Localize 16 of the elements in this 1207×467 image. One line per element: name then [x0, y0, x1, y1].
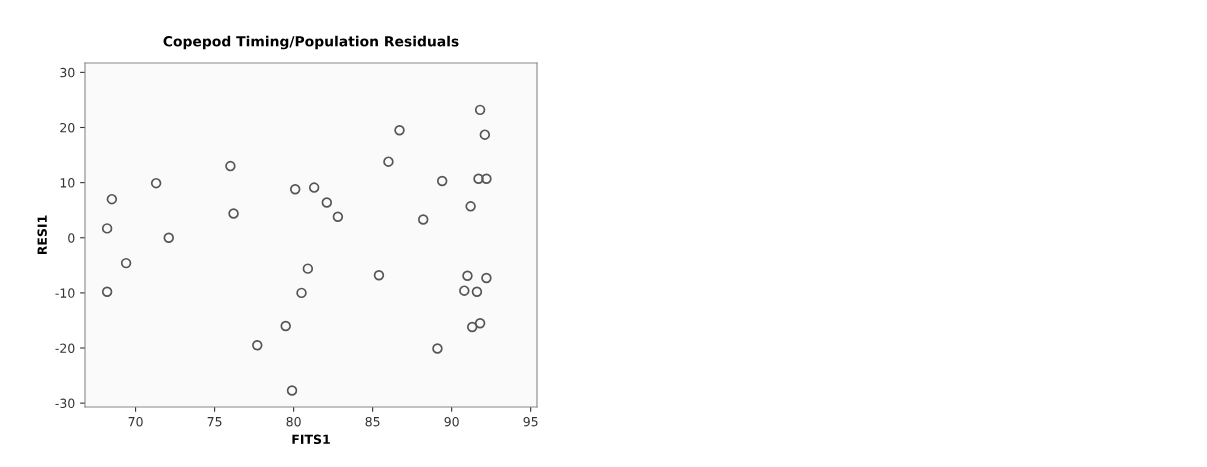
- x-tick-label: 85: [365, 416, 380, 427]
- x-tick-label: 70: [128, 416, 143, 427]
- y-axis-title: RESI1: [37, 215, 47, 255]
- x-axis-title: FITS1: [292, 434, 330, 445]
- y-tick-label: 20: [60, 122, 75, 133]
- chart-title: Copepod Timing/Population Residuals: [163, 35, 459, 50]
- y-tick-label: -30: [55, 398, 75, 409]
- x-tick-label: 95: [523, 416, 538, 427]
- y-tick-label: 10: [60, 178, 75, 188]
- y-tick-label: -20: [55, 343, 75, 353]
- y-tick-label: -10: [55, 288, 75, 298]
- y-tick-label: 0: [68, 233, 75, 243]
- x-tick-label: 90: [444, 416, 459, 427]
- y-tick-label: 30: [60, 67, 75, 78]
- x-tick-label: 80: [286, 416, 301, 427]
- x-tick-label: 75: [207, 417, 222, 427]
